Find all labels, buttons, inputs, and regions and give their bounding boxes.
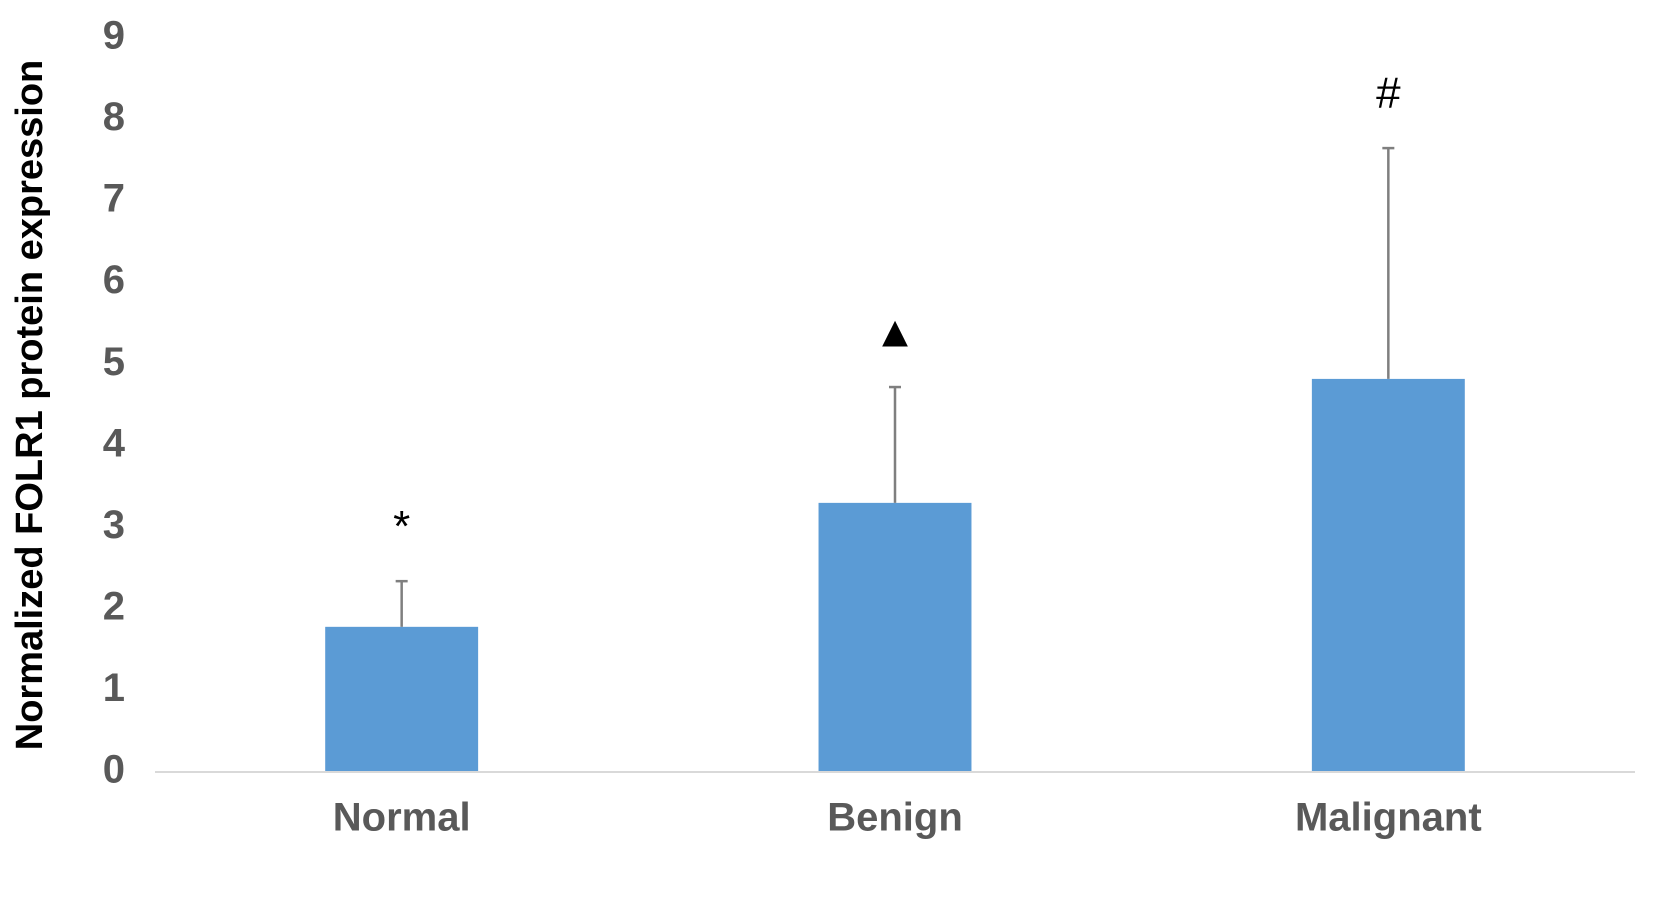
y-axis-label: Normalized FOLR1 protein expression bbox=[9, 60, 51, 750]
y-tick-label: 7 bbox=[103, 177, 125, 221]
y-tick-label: 3 bbox=[103, 503, 125, 547]
significance-marker: # bbox=[1376, 69, 1401, 118]
y-tick-label: 0 bbox=[103, 748, 125, 792]
x-tick-label: Benign bbox=[827, 796, 963, 840]
y-tick-label: 4 bbox=[103, 421, 126, 465]
bar bbox=[818, 502, 972, 772]
y-tick-label: 6 bbox=[103, 258, 125, 302]
significance-marker: * bbox=[393, 502, 410, 551]
y-tick-label: 8 bbox=[103, 95, 125, 139]
y-tick-label: 9 bbox=[103, 14, 125, 58]
significance-marker: ▲ bbox=[873, 308, 917, 357]
bar bbox=[325, 626, 479, 772]
x-tick-label: Malignant bbox=[1295, 796, 1482, 840]
y-tick-label: 1 bbox=[103, 666, 125, 710]
x-tick-label: Normal bbox=[333, 796, 471, 840]
y-tick-label: 5 bbox=[103, 340, 125, 384]
y-tick-label: 2 bbox=[103, 584, 125, 628]
bar bbox=[1311, 378, 1465, 772]
